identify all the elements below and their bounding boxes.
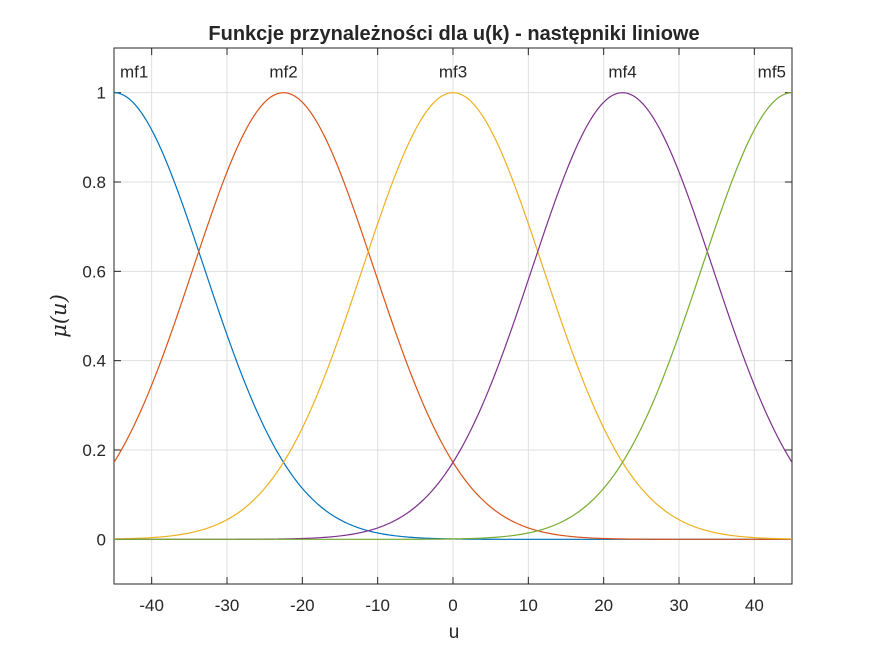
x-tick-label: -20 xyxy=(290,596,315,615)
x-tick-label: 40 xyxy=(745,596,764,615)
y-axis-label: μ(u) xyxy=(47,294,71,338)
x-tick-label: -40 xyxy=(139,596,164,615)
series-label-mf1: mf1 xyxy=(120,63,148,82)
axis-ticks: -40 -30 -20 -10 0 10 20 30 40 0 0.2 0.4 0.6 0.8 1 xyxy=(82,48,792,615)
y-tick-label: 1 xyxy=(97,84,106,103)
series-label-mf2: mf2 xyxy=(269,63,297,82)
y-tick-label: 0.4 xyxy=(82,352,106,371)
series-label-mf3: mf3 xyxy=(439,63,467,82)
y-tick-label: 0.8 xyxy=(82,173,106,192)
y-tick-label: 0.2 xyxy=(82,441,106,460)
y-tick-label: 0 xyxy=(97,530,106,549)
series-label-mf5: mf5 xyxy=(758,63,786,82)
series-line-mf5 xyxy=(114,92,793,540)
x-tick-label: 30 xyxy=(670,596,689,615)
x-tick-label: 10 xyxy=(519,596,538,615)
grid-lines xyxy=(114,48,792,584)
x-axis-label: u xyxy=(449,622,460,643)
x-tick-label: -30 xyxy=(215,596,240,615)
chart-title: Funkcje przynależności dla u(k) - następ… xyxy=(208,23,699,45)
y-tick-label: 0.6 xyxy=(82,262,106,281)
series-curves xyxy=(113,92,793,540)
x-tick-label: -10 xyxy=(365,596,390,615)
series-labels: mf1 mf2 mf3 mf4 mf5 xyxy=(120,63,786,82)
x-tick-label: 20 xyxy=(594,596,613,615)
series-line-mf3 xyxy=(113,92,793,540)
x-tick-label: 0 xyxy=(448,596,457,615)
series-label-mf4: mf4 xyxy=(608,63,636,82)
